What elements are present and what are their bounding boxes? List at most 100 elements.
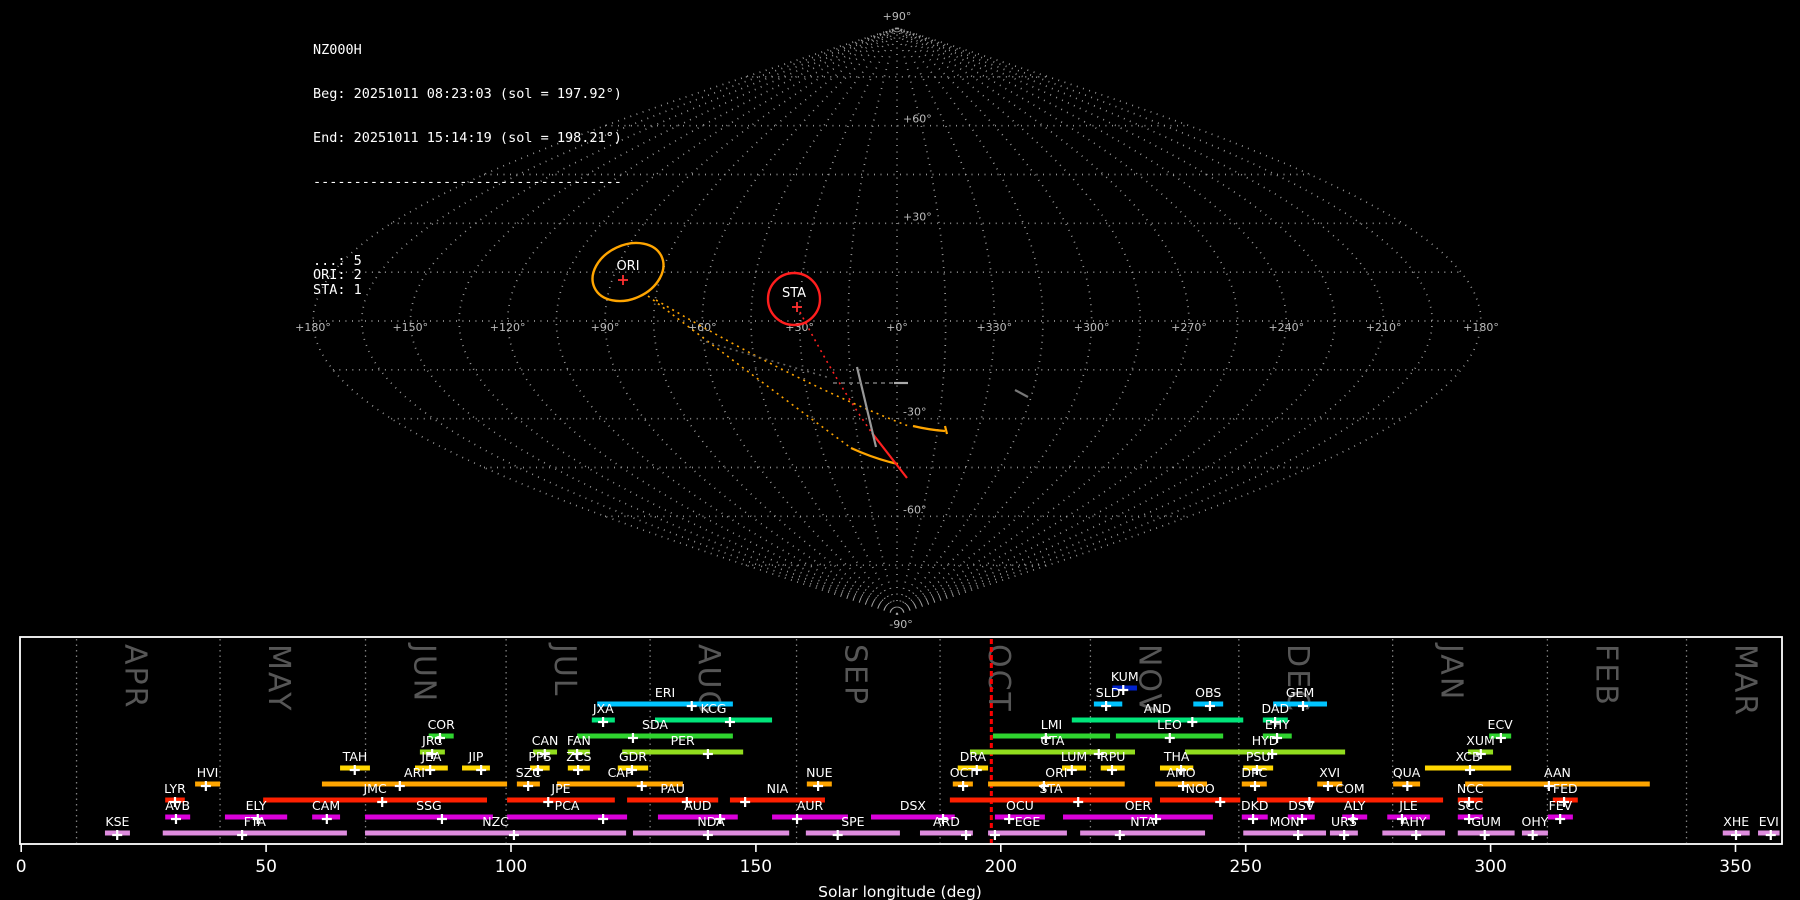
shower-label-EHY: EHY <box>1265 717 1290 732</box>
shower-bar-ORI <box>988 781 1125 787</box>
meteor-trails <box>647 295 1029 479</box>
solid-trail <box>943 425 949 435</box>
shower-label-AMO: AMO <box>1166 765 1195 780</box>
shower-bar-OBS <box>1193 701 1224 707</box>
shower-bar-OCU <box>994 814 1045 820</box>
shower-label-OCT: OCT <box>950 765 977 780</box>
longitude-label: +60° <box>688 321 717 334</box>
shower-label-JXA: JXA <box>592 701 614 716</box>
longitude-label: +300° <box>1074 321 1110 334</box>
solid-trail <box>912 424 946 433</box>
shower-label-SDA: SDA <box>642 717 668 732</box>
meridian-line <box>896 27 1434 615</box>
solid-trail <box>855 366 878 448</box>
shower-label-ALY: ALY <box>1344 798 1366 813</box>
month-label-may: MAY <box>261 644 296 712</box>
x-tick-label: 250 <box>1229 857 1261 877</box>
shower-bar-JEA <box>414 765 448 771</box>
radiant-ellipse-ORI <box>591 241 665 303</box>
shower-label-AVB: AVB <box>165 798 190 813</box>
shower-bar-ERI <box>597 701 733 707</box>
shower-bar-KUM <box>1112 685 1137 691</box>
shower-label-MON: MON <box>1270 814 1300 829</box>
shower-bar-XVI <box>1317 781 1343 787</box>
month-label-jul: JUL <box>547 642 582 698</box>
shower-bar-ALY <box>1342 814 1368 820</box>
shower-label-GDR: GDR <box>619 749 647 764</box>
count-line: ...: 5 <box>313 252 362 269</box>
shower-label-DAD: DAD <box>1262 701 1290 716</box>
shower-bar-AAN <box>1465 781 1650 787</box>
shower-bar-HYD <box>1184 749 1346 755</box>
shower-label-NUE: NUE <box>806 765 832 780</box>
end-time: End: 20251011 15:14:19 (sol = 198.21°) <box>313 129 622 146</box>
latitude-label: -60° <box>903 503 926 516</box>
shower-bar-AUR <box>772 814 848 820</box>
shower-bar-NUE <box>806 781 832 787</box>
shower-label-FED: FED <box>1553 781 1578 796</box>
longitude-label: +180° <box>1463 321 1499 334</box>
dotted-trail <box>799 311 873 434</box>
longitude-label: +210° <box>1366 321 1402 334</box>
shower-label-PAU: PAU <box>660 781 684 796</box>
shower-label-SZC: SZC <box>516 765 541 780</box>
shower-bar-ARD <box>919 830 973 836</box>
meridian-line <box>896 27 1239 615</box>
shower-label-QUA: QUA <box>1393 765 1421 780</box>
longitude-label: +270° <box>1171 321 1207 334</box>
shower-bar-SDA <box>577 733 733 739</box>
sky-grid <box>312 27 1482 615</box>
shower-bar-THA <box>1159 765 1194 771</box>
month-label-apr: APR <box>118 644 153 709</box>
radiant-label-ORI: ORI <box>616 259 639 274</box>
shower-bar-DSX <box>871 814 955 820</box>
shower-bar-ELY <box>224 814 288 820</box>
shower-label-ARD: ARD <box>933 814 960 829</box>
shower-label-NOO: NOO <box>1186 781 1215 796</box>
solid-trail <box>1014 389 1029 398</box>
shower-bar-CTA <box>969 749 1136 755</box>
longitude-label: +330° <box>976 321 1012 334</box>
shower-label-NIA: NIA <box>767 781 789 796</box>
shower-label-HYD: HYD <box>1252 733 1279 748</box>
sky-grid-labels: +90° -90° +60° +30° -30° -60° +180° +150° +120° +… <box>295 10 1499 631</box>
shower-label-DRA: DRA <box>960 749 987 764</box>
shower-label-ZCS: ZCS <box>566 749 591 764</box>
shower-label-AAN: AAN <box>1544 765 1571 780</box>
month-label-jan: JAN <box>1434 642 1469 701</box>
pole-label-north: +90° <box>883 10 912 23</box>
shower-label-RPU: RPU <box>1100 749 1125 764</box>
shower-label-DSV: DSV <box>1288 798 1315 813</box>
longitude-label: +150° <box>392 321 428 334</box>
shower-label-SPE: SPE <box>841 814 864 829</box>
meridian-line <box>798 27 898 615</box>
meridian-line <box>360 27 898 615</box>
latitude-label: +60° <box>903 113 932 126</box>
shower-bar-AUD <box>657 814 738 820</box>
shower-bar-NDA <box>632 830 790 836</box>
meridian-line <box>896 27 1190 615</box>
shower-bar-PCA <box>507 814 628 820</box>
shower-label-JPE: JPE <box>550 781 570 796</box>
shower-bar-PSU <box>1243 765 1274 771</box>
shower-label-HVI: HVI <box>197 765 219 780</box>
shower-label-URS: URS <box>1331 814 1357 829</box>
shower-label-GUM: GUM <box>1471 814 1501 829</box>
shower-label-PPS: PPS <box>528 749 551 764</box>
meridian-line <box>555 27 898 615</box>
shower-label-XUM: XUM <box>1466 733 1495 748</box>
shower-bar-JIP <box>462 765 490 771</box>
shower-label-DKD: DKD <box>1241 798 1268 813</box>
shower-label-STA: STA <box>1039 781 1063 796</box>
meridian-line <box>604 27 898 615</box>
shower-label-ELY: ELY <box>246 798 267 813</box>
shower-bar-SSG <box>365 814 493 820</box>
shower-label-TAH: TAH <box>342 749 368 764</box>
shower-bar-NZC <box>365 830 627 836</box>
shower-bar-COR <box>428 733 454 739</box>
shower-bar-SPE <box>805 830 900 836</box>
shower-label-AND: AND <box>1144 701 1172 716</box>
shower-label-NDA: NDA <box>697 814 725 829</box>
shower-label-ARI: ARI <box>404 765 425 780</box>
